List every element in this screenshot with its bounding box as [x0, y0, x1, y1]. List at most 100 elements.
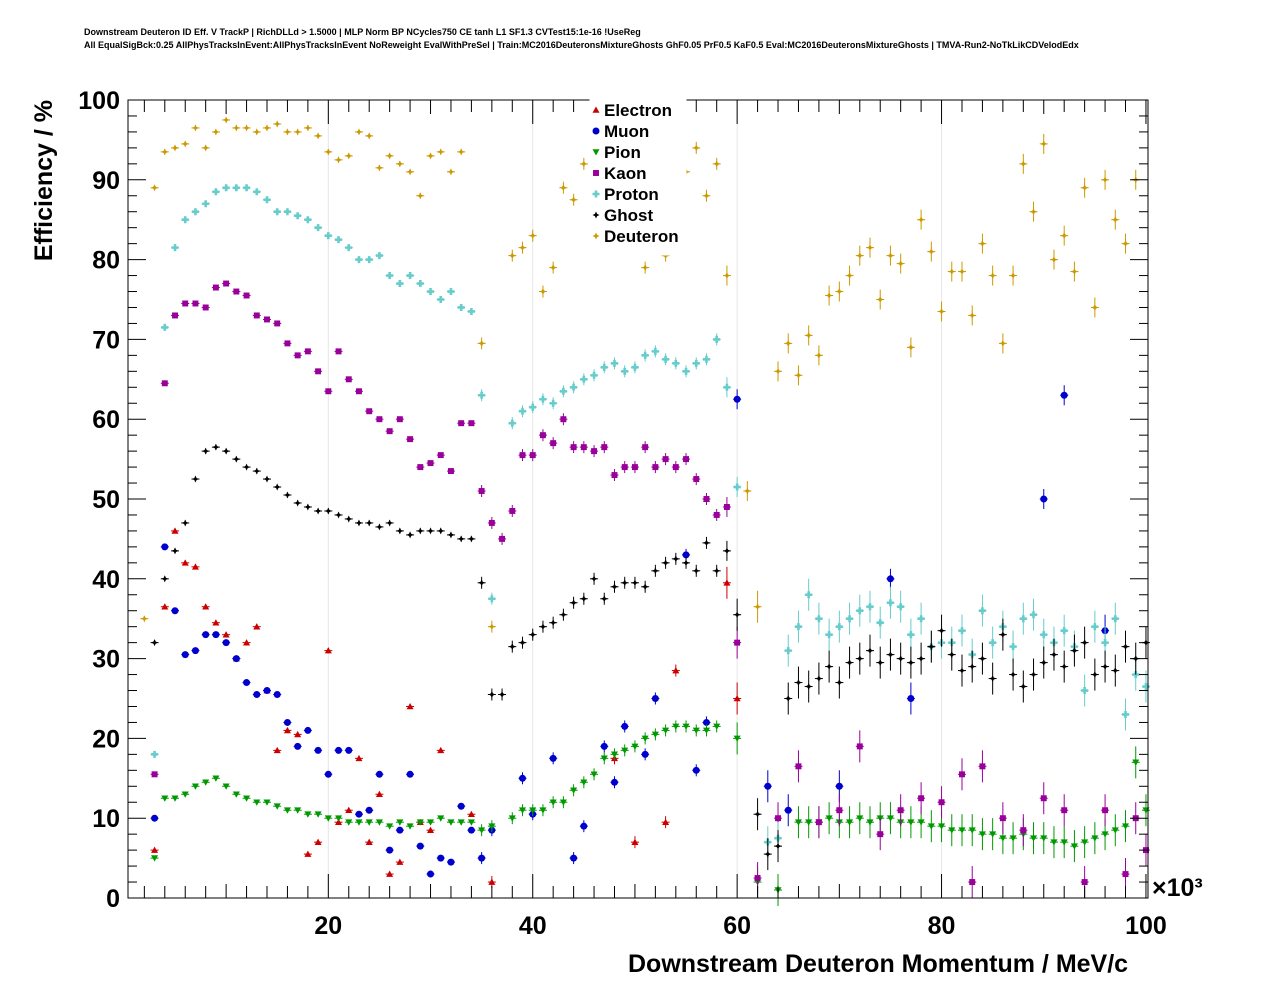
data-point: [416, 527, 425, 535]
legend-entry-deuteron: Deuteron: [592, 227, 679, 246]
data-point: [273, 803, 282, 810]
data-point: [590, 572, 599, 585]
data-point: [150, 771, 159, 778]
data-point: [794, 666, 803, 699]
data-point: [1070, 261, 1079, 282]
data-point: [160, 603, 169, 610]
data-point: [283, 718, 292, 726]
data-point: [549, 397, 558, 410]
data-point: [467, 307, 476, 315]
data-point: [896, 642, 905, 675]
legend-entry-kaon: Kaon: [593, 164, 647, 183]
data-point: [682, 453, 691, 466]
data-point: [1029, 201, 1038, 222]
data-point: [978, 594, 987, 627]
data-point: [722, 496, 731, 517]
data-point: [1009, 822, 1018, 855]
data-point: [610, 580, 619, 593]
data-point: [1039, 489, 1048, 509]
data-point: [1090, 610, 1099, 643]
data-point: [1049, 249, 1058, 270]
data-point: [1060, 650, 1069, 683]
data-point: [886, 802, 895, 835]
chart-title-line-1: Downstream Deuteron ID Eff. V TrackP | R…: [84, 27, 641, 37]
data-point: [906, 682, 915, 715]
data-point: [794, 806, 803, 839]
data-point: [671, 357, 680, 370]
legend-label: Deuteron: [604, 227, 679, 246]
data-point: [814, 345, 823, 366]
data-point: [763, 838, 772, 871]
data-point: [947, 814, 956, 847]
data-point: [283, 491, 292, 499]
data-point: [1009, 658, 1018, 691]
data-point: [600, 441, 609, 454]
data-point: [1019, 602, 1028, 635]
data-point: [630, 836, 639, 849]
data-point: [896, 590, 905, 623]
data-point: [988, 626, 997, 659]
data-point: [957, 261, 966, 282]
data-point: [160, 148, 169, 156]
data-point: [201, 144, 210, 152]
data-point: [314, 811, 323, 818]
data-point: [181, 651, 190, 659]
data-point: [1039, 646, 1048, 679]
data-point: [232, 288, 241, 295]
data-point: [354, 819, 363, 826]
data-point: [211, 443, 220, 451]
data-point: [712, 720, 721, 733]
data-point: [978, 750, 987, 783]
data-point: [324, 647, 333, 654]
data-point: [651, 564, 660, 577]
data-point: [661, 453, 670, 466]
data-point: [610, 776, 619, 789]
data-point: [375, 416, 384, 423]
data-point: [600, 361, 609, 374]
y-axis-label: Efficiency / %: [30, 100, 59, 262]
data-point: [171, 795, 180, 802]
data-point: [395, 280, 404, 288]
data-point: [600, 592, 609, 605]
data-point: [538, 620, 547, 633]
axis-tick-labels: 0 10 20 30 40 50 60 70 80 90 100 20 40 60 80 100 ×10³: [78, 87, 1202, 940]
data-point: [446, 468, 455, 475]
data-point: [702, 353, 711, 366]
data-point: [855, 642, 864, 675]
data-point: [395, 826, 404, 834]
data-point: [784, 333, 793, 354]
data-point: [232, 655, 241, 663]
data-point: [804, 325, 813, 346]
data-point: [722, 265, 731, 286]
data-point: [845, 265, 854, 286]
data-point: [682, 365, 691, 378]
data-point: [365, 806, 374, 814]
data-point: [579, 157, 588, 170]
data-point: [211, 775, 220, 782]
data-point: [252, 312, 261, 319]
data-point: [191, 208, 200, 216]
data-point: [262, 475, 271, 483]
data-point: [835, 666, 844, 699]
data-point: [559, 796, 568, 809]
data-point: [906, 806, 915, 839]
data-point: [467, 810, 476, 818]
legend-entry-pion: Pion: [592, 143, 641, 162]
y-tick-label: 0: [106, 885, 120, 913]
data-point: [262, 316, 271, 323]
data-point: [1070, 830, 1079, 863]
data-point: [569, 441, 578, 454]
data-point: [1111, 654, 1120, 687]
data-point: [866, 590, 875, 623]
data-point: [538, 804, 547, 817]
data-point: [1111, 209, 1120, 230]
data-point: [528, 449, 537, 462]
data-point: [181, 519, 190, 527]
data-point: [1029, 822, 1038, 855]
data-point: [375, 770, 384, 778]
y-tick-label: 40: [92, 566, 120, 594]
data-point: [845, 602, 854, 635]
data-point: [988, 818, 997, 851]
data-point: [988, 265, 997, 286]
data-point: [518, 405, 527, 418]
